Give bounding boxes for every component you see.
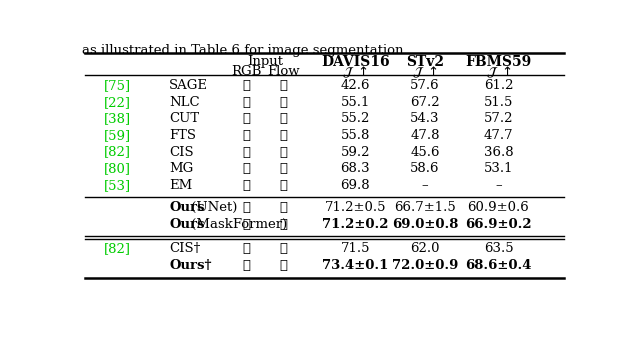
Text: MG: MG xyxy=(169,162,193,175)
Text: 58.6: 58.6 xyxy=(410,162,440,175)
Text: 45.6: 45.6 xyxy=(410,145,440,158)
Text: EM: EM xyxy=(169,179,193,192)
Text: ✓: ✓ xyxy=(279,112,287,125)
Text: ✗: ✗ xyxy=(279,218,287,231)
Text: ✓: ✓ xyxy=(243,79,251,92)
Text: SAGE: SAGE xyxy=(169,79,208,92)
Text: 55.1: 55.1 xyxy=(340,96,370,109)
Text: CIS: CIS xyxy=(169,145,194,158)
Text: NLC: NLC xyxy=(169,96,200,109)
Text: 67.2: 67.2 xyxy=(410,96,440,109)
Text: ✗: ✗ xyxy=(279,259,287,272)
Text: ✓: ✓ xyxy=(279,96,287,109)
Text: 57.2: 57.2 xyxy=(484,112,513,125)
Text: 73.4±0.1: 73.4±0.1 xyxy=(322,259,388,272)
Text: 57.6: 57.6 xyxy=(410,79,440,92)
Text: $\mathcal{J}$ $\uparrow$: $\mathcal{J}$ $\uparrow$ xyxy=(412,65,438,80)
Text: [75]: [75] xyxy=(104,79,131,92)
Text: Flow: Flow xyxy=(267,65,300,78)
Text: ✓: ✓ xyxy=(243,112,251,125)
Text: CUT: CUT xyxy=(169,112,199,125)
Text: $\mathcal{J}$ $\uparrow$: $\mathcal{J}$ $\uparrow$ xyxy=(486,65,511,80)
Text: ✗: ✗ xyxy=(243,179,251,192)
Text: Ours: Ours xyxy=(169,201,205,214)
Text: [38]: [38] xyxy=(104,112,131,125)
Text: [22]: [22] xyxy=(104,96,131,109)
Text: 55.2: 55.2 xyxy=(340,112,370,125)
Text: ✗: ✗ xyxy=(243,162,251,175)
Text: 69.0±0.8: 69.0±0.8 xyxy=(392,218,458,231)
Text: 60.9±0.6: 60.9±0.6 xyxy=(468,201,529,214)
Text: FBMS59: FBMS59 xyxy=(465,55,532,69)
Text: STv2: STv2 xyxy=(406,55,444,69)
Text: 66.7±1.5: 66.7±1.5 xyxy=(394,201,456,214)
Text: ✓: ✓ xyxy=(279,242,287,255)
Text: 36.8: 36.8 xyxy=(484,145,513,158)
Text: –: – xyxy=(495,179,502,192)
Text: [80]: [80] xyxy=(104,162,131,175)
Text: –: – xyxy=(422,179,428,192)
Text: $\mathcal{J}$ $\uparrow$: $\mathcal{J}$ $\uparrow$ xyxy=(342,65,368,80)
Text: 53.1: 53.1 xyxy=(484,162,513,175)
Text: [59]: [59] xyxy=(104,129,131,142)
Text: DAVIS16: DAVIS16 xyxy=(321,55,389,69)
Text: ✓: ✓ xyxy=(279,129,287,142)
Text: RGB: RGB xyxy=(232,65,262,78)
Text: 68.3: 68.3 xyxy=(340,162,370,175)
Text: 47.8: 47.8 xyxy=(410,129,440,142)
Text: 54.3: 54.3 xyxy=(410,112,440,125)
Text: ✓: ✓ xyxy=(243,201,251,214)
Text: ✓: ✓ xyxy=(279,179,287,192)
Text: 72.0±0.9: 72.0±0.9 xyxy=(392,259,458,272)
Text: [82]: [82] xyxy=(104,242,131,255)
Text: ✓: ✓ xyxy=(279,79,287,92)
Text: (UNet): (UNet) xyxy=(187,201,237,214)
Text: ✓: ✓ xyxy=(243,218,251,231)
Text: [53]: [53] xyxy=(104,179,131,192)
Text: Ours: Ours xyxy=(169,218,205,231)
Text: 42.6: 42.6 xyxy=(340,79,370,92)
Text: 68.6±0.4: 68.6±0.4 xyxy=(465,259,532,272)
Text: 71.2±0.2: 71.2±0.2 xyxy=(322,218,388,231)
Text: 51.5: 51.5 xyxy=(484,96,513,109)
Text: ✓: ✓ xyxy=(243,96,251,109)
Text: ✗: ✗ xyxy=(279,201,287,214)
Text: (MaskFormer): (MaskFormer) xyxy=(187,218,287,231)
Text: ✓: ✓ xyxy=(243,145,251,158)
Text: ✓: ✓ xyxy=(243,259,251,272)
Text: 71.5: 71.5 xyxy=(340,242,370,255)
Text: ✓: ✓ xyxy=(279,162,287,175)
Text: 62.0: 62.0 xyxy=(410,242,440,255)
Text: 63.5: 63.5 xyxy=(484,242,513,255)
Text: 55.8: 55.8 xyxy=(340,129,370,142)
Text: 47.7: 47.7 xyxy=(484,129,513,142)
Text: ✓: ✓ xyxy=(243,129,251,142)
Text: 71.2±0.5: 71.2±0.5 xyxy=(324,201,386,214)
Text: 61.2: 61.2 xyxy=(484,79,513,92)
Text: 69.8: 69.8 xyxy=(340,179,370,192)
Text: 59.2: 59.2 xyxy=(340,145,370,158)
Text: FTS: FTS xyxy=(169,129,196,142)
Text: Ours†: Ours† xyxy=(169,259,212,272)
Text: [82]: [82] xyxy=(104,145,131,158)
Text: 66.9±0.2: 66.9±0.2 xyxy=(465,218,532,231)
Text: ✓: ✓ xyxy=(279,145,287,158)
Text: as illustrated in Table 6 for image segmentation: as illustrated in Table 6 for image segm… xyxy=(81,44,403,57)
Text: Input: Input xyxy=(247,55,283,68)
Text: CIS†: CIS† xyxy=(169,242,200,255)
Text: ✓: ✓ xyxy=(243,242,251,255)
